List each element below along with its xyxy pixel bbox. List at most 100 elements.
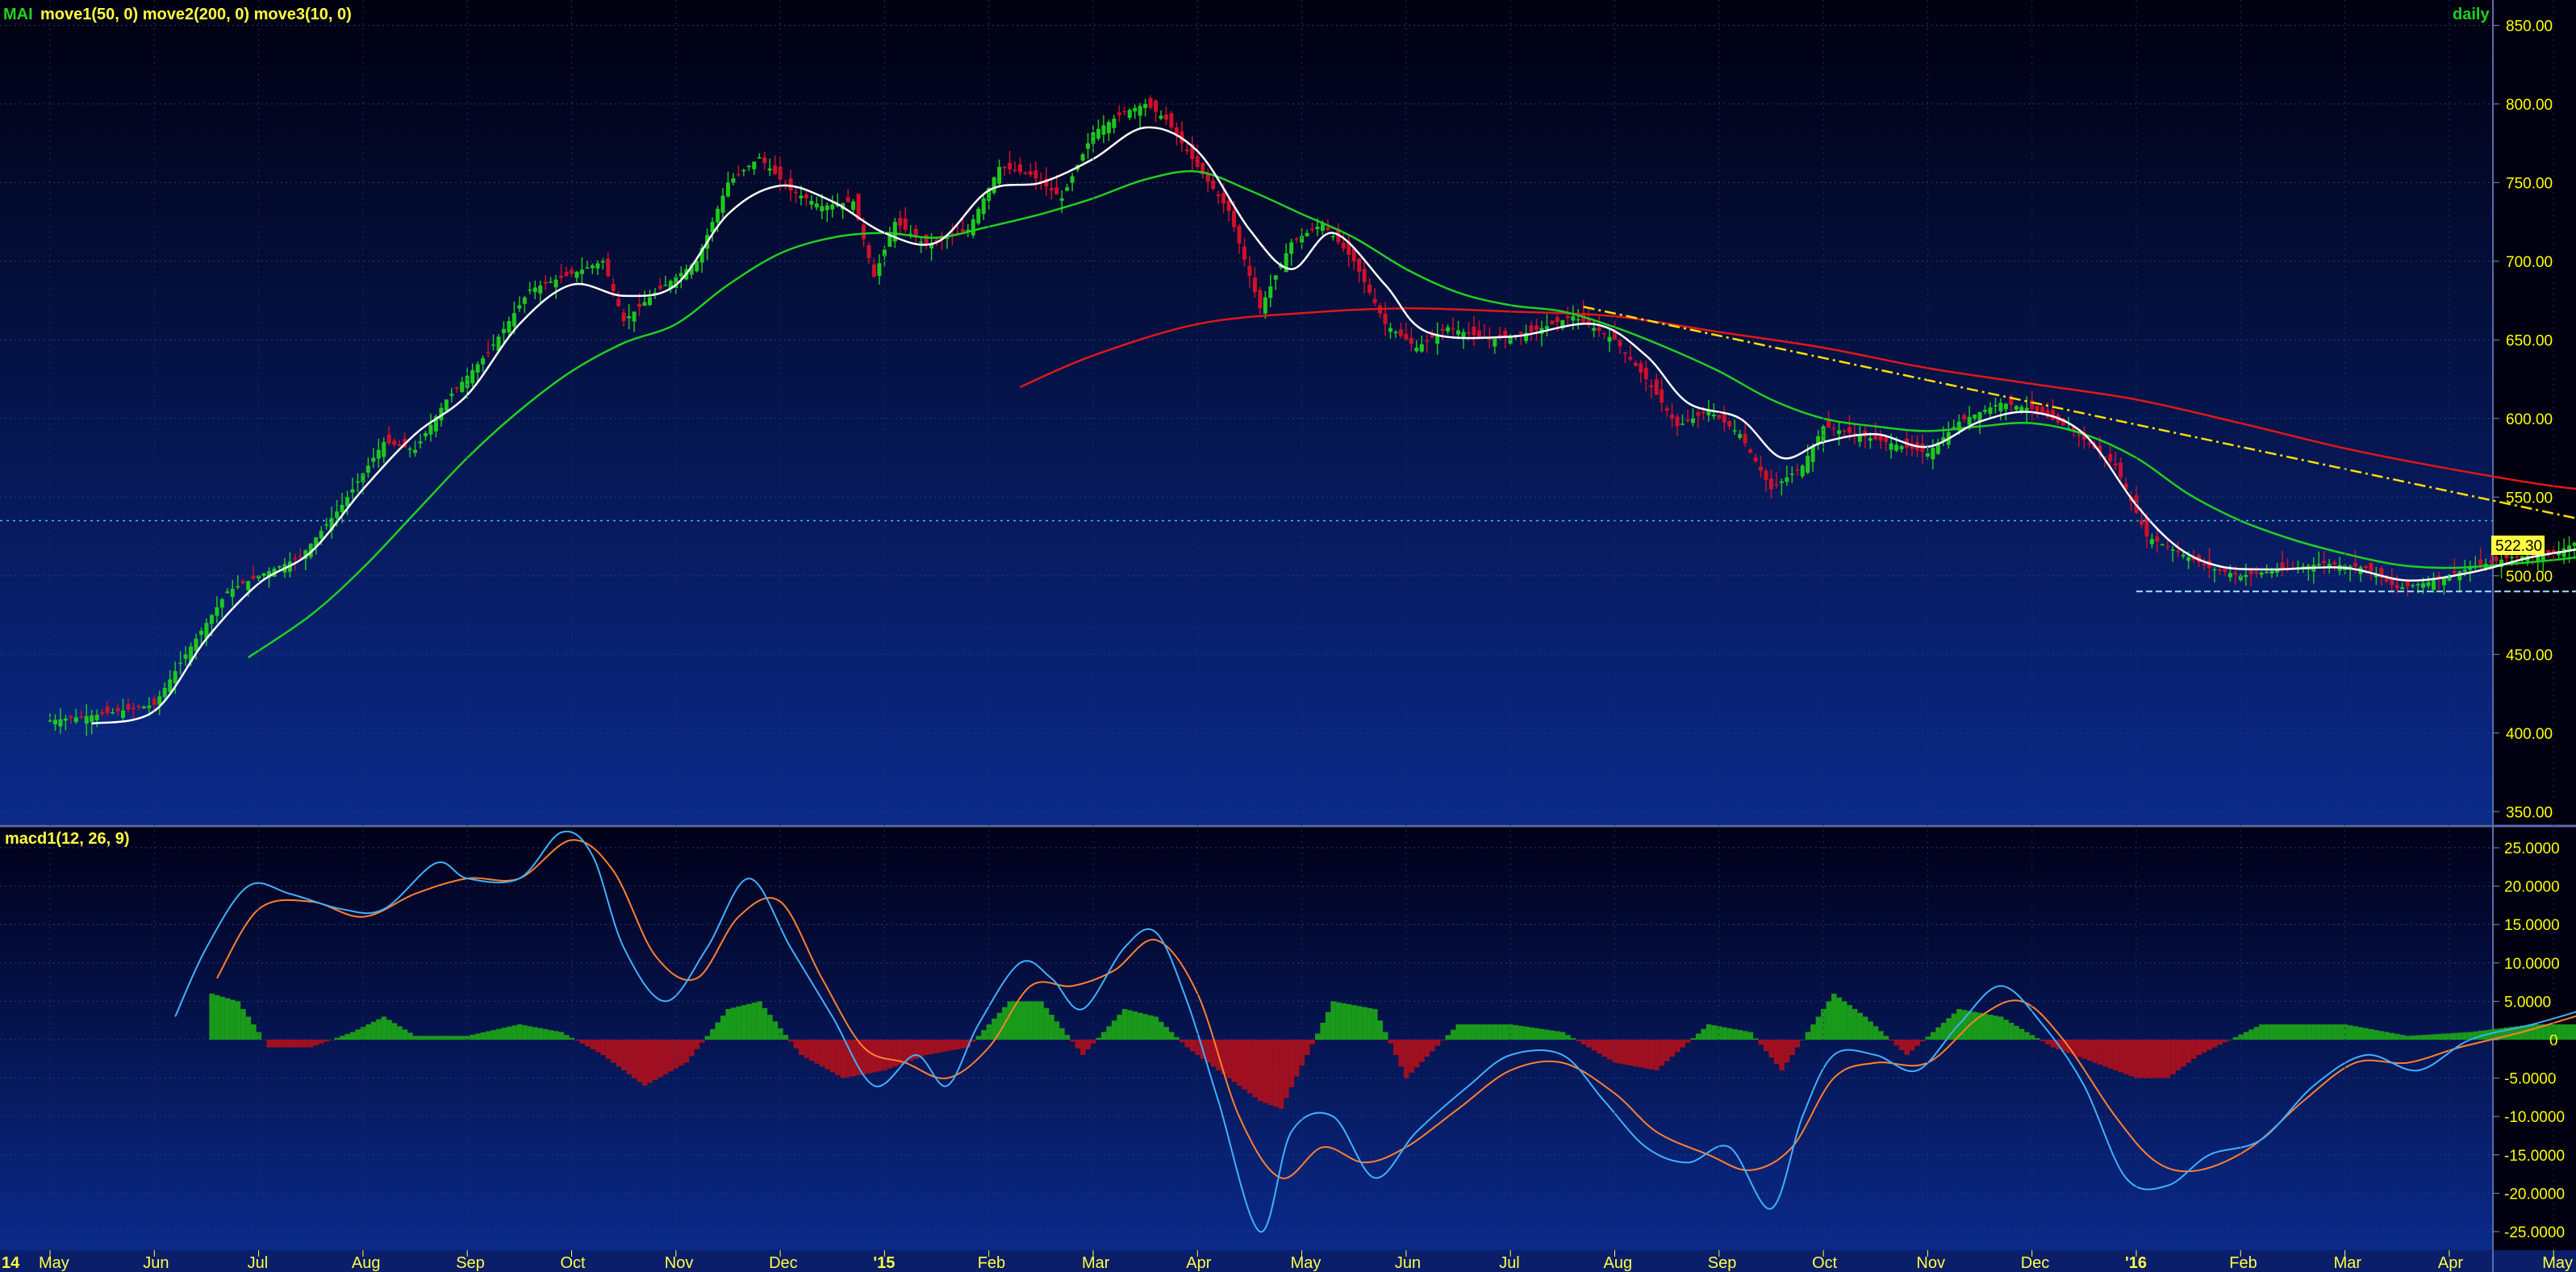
candle-body (1398, 329, 1403, 336)
macd-histogram-bar (1257, 1040, 1263, 1102)
macd-histogram-bar (1559, 1032, 1566, 1040)
candle-body (397, 444, 402, 446)
candle-body (862, 224, 866, 240)
candle-body (240, 581, 245, 584)
candle-body (1639, 363, 1643, 373)
candle-body (1753, 457, 1758, 462)
candle-body (699, 248, 704, 263)
macd-histogram-bar (1111, 1020, 1117, 1040)
candle-body (496, 336, 501, 352)
candle-body (1002, 166, 1007, 169)
macd-histogram-bar (1054, 1021, 1060, 1040)
macd-histogram-bar (506, 1026, 512, 1040)
macd-histogram-bar (1946, 1018, 1952, 1040)
macd-histogram-bar (1392, 1040, 1399, 1056)
candle-body (1806, 456, 1810, 473)
macd-histogram-bar (730, 1007, 737, 1040)
candle-body (1952, 427, 1956, 428)
candle-body (100, 711, 105, 715)
candle-body (1847, 427, 1852, 433)
macd-histogram-bar (2253, 1027, 2260, 1040)
candle-body (2452, 570, 2457, 573)
candle-body (147, 705, 152, 708)
macd-histogram-bar (1288, 1040, 1295, 1088)
macd-histogram-bar (1951, 1013, 1957, 1040)
macd-histogram-bar (600, 1040, 606, 1056)
candle-body (517, 305, 522, 309)
macd-histogram-bar (407, 1032, 413, 1040)
candle-body (1221, 193, 1226, 204)
macd-histogram-bar (1654, 1040, 1660, 1071)
macd-histogram-bar (1627, 1040, 1634, 1066)
macd-histogram-bar (584, 1040, 591, 1047)
macd-histogram-bar (996, 1012, 1003, 1040)
candle-body (1988, 407, 1993, 415)
candle-body (767, 168, 772, 171)
candle-body (1701, 411, 1706, 414)
candle-body (2024, 407, 2029, 411)
candle-body (2014, 406, 2019, 411)
candle-body (2379, 568, 2384, 578)
time-tick-label: Oct (1812, 1254, 1838, 1272)
candle-body (1633, 362, 1638, 366)
price-tick-label: 800.00 (2506, 97, 2553, 114)
candle-body (2332, 561, 2337, 565)
macd-histogram-bar (1242, 1040, 1247, 1090)
price-tick-label: 350.00 (2506, 804, 2553, 821)
candle-body (1800, 465, 1805, 477)
candle-body (1216, 194, 1221, 197)
macd-histogram-bar (261, 1040, 267, 1041)
candle-body (1977, 412, 1982, 422)
candle-body (2040, 407, 2045, 415)
macd-histogram-bar (944, 1040, 950, 1052)
candle-body (204, 623, 209, 639)
candle-body (1675, 416, 1680, 427)
macd-histogram-bar (924, 1040, 929, 1056)
macd-histogram-bar (2035, 1038, 2040, 1040)
macd-histogram-bar (558, 1032, 565, 1040)
candle-body (2447, 574, 2452, 581)
macd-histogram-bar (1726, 1028, 1733, 1040)
macd-histogram-bar (2378, 1031, 2385, 1040)
macd-histogram-bar (992, 1018, 997, 1040)
macd-histogram-bar (632, 1040, 637, 1078)
macd-tick-label: 20.0000 (2504, 879, 2560, 896)
macd-histogram-bar (647, 1040, 653, 1083)
candle-body (94, 715, 99, 720)
candle-body (871, 264, 876, 277)
macd-histogram-bar (1716, 1026, 1722, 1040)
candle-body (1326, 227, 1330, 230)
macd-histogram-bar (2524, 1024, 2531, 1040)
macd-tick-label: 10.0000 (2504, 956, 2560, 973)
macd-histogram-bar (1419, 1040, 1425, 1062)
macd-histogram-bar (2107, 1040, 2114, 1069)
macd-histogram-bar (1722, 1027, 1727, 1040)
macd-histogram-bar (1847, 1005, 1852, 1040)
macd-histogram-bar (2154, 1040, 2161, 1078)
macd-histogram-bar (939, 1040, 946, 1053)
candle-body (84, 715, 89, 724)
macd-histogram-bar (2572, 1024, 2576, 1040)
candle-body (1555, 317, 1559, 323)
macd-histogram-bar (1826, 1001, 1832, 1040)
macd-histogram-bar (511, 1025, 517, 1040)
candle-body (2541, 554, 2545, 562)
candle-body (2248, 570, 2253, 574)
macd-histogram-bar (1695, 1033, 1701, 1040)
macd-histogram-bar (1857, 1012, 1863, 1040)
macd-histogram-bar (1377, 1020, 1384, 1040)
candle-body (1226, 200, 1231, 211)
candle-body (2119, 462, 2123, 478)
candle-body (475, 364, 480, 373)
price-tick-label: 750.00 (2506, 175, 2553, 192)
macd-histogram-bar (861, 1040, 867, 1074)
macd-histogram-bar (2134, 1040, 2140, 1078)
macd-histogram-bar (2353, 1026, 2359, 1040)
candle-body (1998, 402, 2003, 411)
macd-histogram-bar (444, 1036, 449, 1040)
macd-histogram-bar (2545, 1024, 2552, 1040)
macd-histogram-bar (1142, 1014, 1149, 1040)
macd-histogram-bar (611, 1040, 616, 1063)
macd-histogram-bar (1043, 1007, 1050, 1040)
macd-histogram-bar (1998, 1016, 2004, 1040)
